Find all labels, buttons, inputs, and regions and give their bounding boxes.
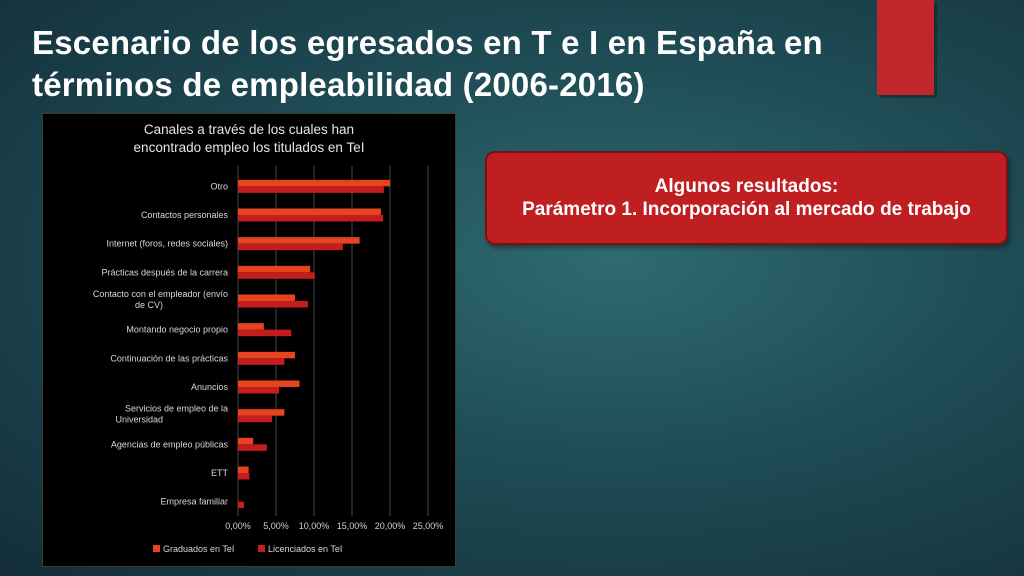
bar	[238, 351, 295, 359]
x-tick-label: 0,00%	[225, 521, 251, 531]
category-label: Prácticas después de la carrera	[101, 267, 228, 277]
category-label: Contacto con el empleador (envío de CV)	[93, 289, 228, 310]
x-tick-label: 25,00%	[413, 521, 444, 531]
category-label: Agencias de empleo públicas	[111, 439, 229, 449]
bar	[238, 380, 300, 387]
bar	[238, 444, 267, 451]
chart-title: Canales a través de los cuales han encont…	[134, 122, 365, 155]
legend-swatch	[258, 545, 265, 552]
decorative-red-tab	[877, 0, 934, 95]
category-label: Servicios de empleo de la Universidad	[115, 404, 228, 425]
category-label: Continuación de las prácticas	[110, 353, 228, 363]
bar	[238, 179, 390, 187]
bar	[238, 215, 384, 222]
category-label: Internet (foros, redes sociales)	[106, 239, 228, 249]
bar	[238, 301, 308, 308]
bar	[238, 387, 280, 394]
category-label: Empresa familiar	[160, 497, 228, 507]
bar	[238, 323, 264, 330]
bar	[238, 409, 285, 416]
category-label: Otro	[210, 181, 228, 191]
results-callout: Algunos resultados: Parámetro 1. Incorpo…	[485, 151, 1008, 245]
x-tick-label: 20,00%	[375, 521, 406, 531]
bar	[238, 265, 311, 273]
chart-panel: Canales a través de los cuales han encont…	[42, 113, 456, 567]
category-label: Anuncios	[191, 382, 229, 392]
bar	[238, 415, 273, 423]
category-label: ETT	[211, 468, 229, 478]
bar	[238, 437, 254, 445]
bar-chart: Canales a través de los cuales han encont…	[93, 122, 444, 554]
bar	[238, 208, 381, 215]
category-label: Contactos personales	[141, 210, 229, 220]
category-label: Montando negocio propio	[126, 325, 228, 335]
x-tick-label: 5,00%	[263, 521, 289, 531]
legend-swatch	[153, 545, 160, 552]
bar	[238, 186, 384, 193]
legend-label: Licenciados en TeI	[268, 544, 342, 554]
bar	[238, 294, 295, 301]
x-tick-label: 15,00%	[337, 521, 368, 531]
bar	[238, 358, 285, 365]
bar	[238, 237, 360, 244]
legend-label: Graduados en TeI	[163, 544, 234, 554]
bar	[238, 473, 250, 480]
bar	[238, 466, 249, 473]
bar	[238, 329, 292, 337]
bar	[238, 243, 343, 251]
x-tick-label: 10,00%	[299, 521, 330, 531]
slide-title: Escenario de los egresados en T e I en E…	[32, 24, 823, 103]
callout-heading: Algunos resultados:	[654, 176, 839, 197]
callout-subheading: Parámetro 1. Incorporación al mercado de…	[522, 199, 971, 220]
bar	[238, 501, 245, 509]
bar	[238, 272, 315, 279]
